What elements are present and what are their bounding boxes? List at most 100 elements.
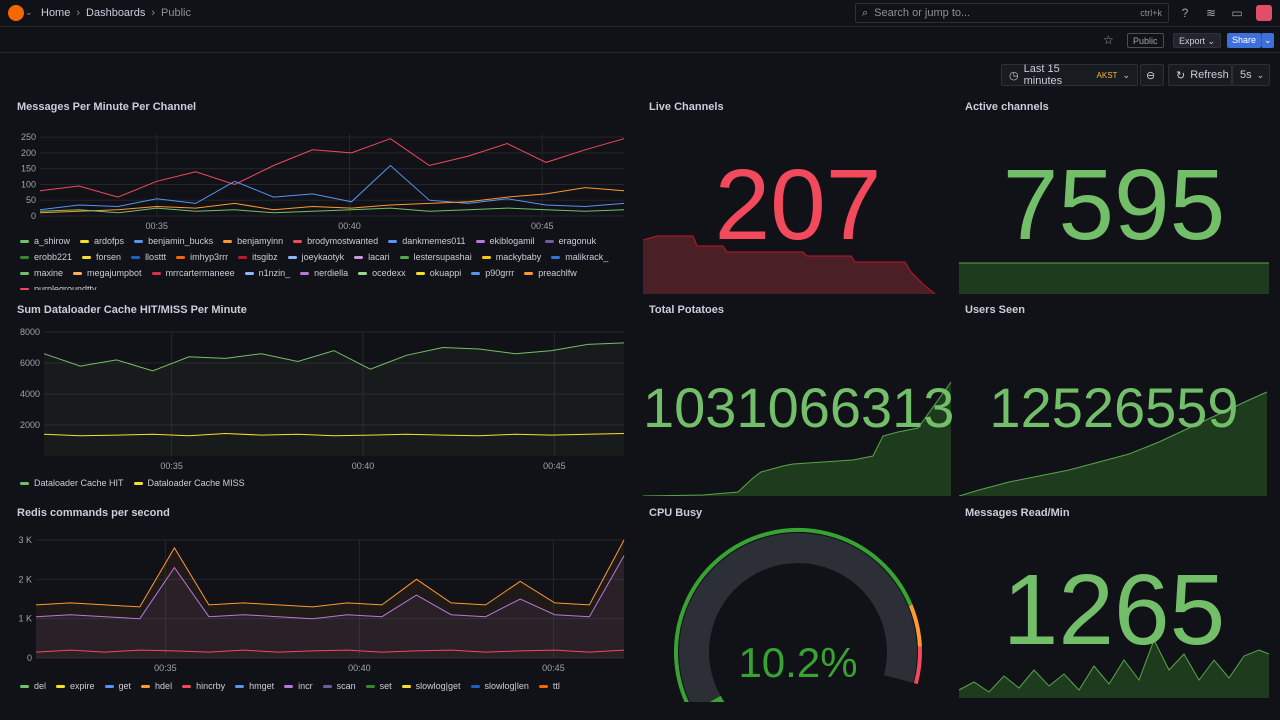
legend-label: hdel	[155, 681, 173, 691]
users-seen-title: Users Seen	[965, 304, 1025, 316]
legend-swatch	[284, 684, 294, 688]
legend-item[interactable]: nerdiella	[300, 268, 348, 278]
legend-item[interactable]: Dataloader Cache HIT	[20, 476, 124, 490]
legend-item[interactable]: benjamyinn	[223, 236, 283, 246]
share-dropdown-button[interactable]: ⌄	[1261, 33, 1274, 48]
legend-swatch	[365, 684, 375, 688]
breadcrumb-separator-icon: ›	[151, 7, 156, 19]
series-line-expire	[35, 539, 625, 608]
legend-item[interactable]: eragonuk	[544, 236, 596, 246]
search-input[interactable]: ⌕ Search or jump to... ctrl+k	[855, 3, 1169, 23]
legend-item[interactable]: get	[104, 679, 131, 693]
time-range-label: Last 15 minutes	[1023, 63, 1063, 87]
legend-label: forsen	[96, 252, 122, 262]
chevron-down-icon[interactable]: ⌄	[25, 7, 33, 17]
legend-item[interactable]: p90grrr	[471, 268, 514, 278]
redis-legend: del expire get hdel hincrby hmget incr scan set s…	[20, 679, 620, 693]
legend-item[interactable]: lestersupashai	[399, 252, 472, 262]
legend-label: del	[34, 681, 47, 691]
legend-label: mrrcartermaneee	[165, 268, 235, 278]
legend-item[interactable]: mackybaby	[481, 252, 541, 262]
messages-legend: a_shirow ardofps benjamin_bucks benjamyinn b…	[20, 236, 620, 290]
legend-item[interactable]: ekiblogamil	[475, 236, 535, 246]
series-line-a-shirow	[39, 207, 625, 214]
legend-item[interactable]: megajumpbot	[73, 268, 142, 278]
legend-swatch	[73, 271, 83, 275]
legend-label: incr	[298, 681, 313, 691]
legend-item[interactable]: ardofps	[80, 236, 124, 246]
legend-item[interactable]: hmget	[235, 679, 274, 693]
legend-swatch	[551, 255, 561, 259]
time-range-picker[interactable]: ◷ Last 15 minutes AKST ⌄	[1001, 63, 1138, 87]
legend-swatch	[471, 271, 481, 275]
refresh-interval-select[interactable]: 5s ⌄	[1232, 64, 1270, 86]
legend-swatch	[151, 271, 161, 275]
legend-item[interactable]: malikrack_	[551, 252, 608, 262]
search-icon: ⌕	[862, 6, 869, 19]
legend-item[interactable]: a_shirow	[20, 236, 70, 246]
legend-item[interactable]: itsgibz	[238, 252, 278, 262]
y-tick-label: 8000	[20, 327, 40, 337]
legend-item[interactable]: n1nzin_	[244, 268, 290, 278]
legend-item[interactable]: preachlfw	[524, 268, 577, 278]
series-line-dataloader-cache-hit	[43, 342, 625, 372]
messages-panel-title: Messages Per Minute Per Channel	[17, 101, 197, 113]
legend-item[interactable]: maxine	[20, 268, 63, 278]
legend-item[interactable]: erobb221	[20, 252, 72, 262]
messages-chart[interactable]: 0 50 100 150 200 250 00:35 00:40 00:45	[10, 128, 630, 232]
legend-swatch	[80, 239, 90, 243]
news-icon[interactable]: ≋	[1205, 6, 1217, 20]
legend-label: dankmemes011	[402, 236, 466, 246]
refresh-button[interactable]: ↻ Refresh	[1168, 64, 1232, 86]
star-icon[interactable]: ☆	[1103, 33, 1114, 47]
legend-item[interactable]: ttl	[538, 679, 560, 693]
series-area	[44, 342, 624, 456]
legend-item[interactable]: joeykaotyk	[287, 252, 344, 262]
legend-item[interactable]: incr	[284, 679, 313, 693]
legend-swatch	[475, 239, 485, 243]
kiosk-icon[interactable]: ▭	[1231, 6, 1243, 20]
legend-item[interactable]: del	[20, 679, 46, 693]
grafana-logo-icon[interactable]	[8, 5, 24, 21]
legend-item[interactable]: scan	[322, 679, 356, 693]
breadcrumb-dashboards[interactable]: Dashboards	[86, 7, 146, 19]
legend-item[interactable]: lacari	[354, 252, 390, 262]
legend-item[interactable]: imhyp3rrr	[176, 252, 228, 262]
legend-item[interactable]: ocedexx	[358, 268, 406, 278]
legend-item[interactable]: set	[365, 679, 392, 693]
y-tick-label: 3 K	[18, 535, 32, 545]
legend-item[interactable]: hdel	[141, 679, 172, 693]
chevron-down-icon: ⌄	[1256, 69, 1265, 80]
top-bar: ⌄ Home › Dashboards › Public ⌕ Search or…	[0, 0, 1280, 27]
legend-swatch	[104, 684, 114, 688]
dataloader-chart[interactable]: 2000 4000 6000 8000 00:35 00:40 00:45	[10, 326, 630, 472]
legend-item[interactable]: okuappi	[415, 268, 461, 278]
legend-item[interactable]: slowlog|len	[470, 679, 529, 693]
legend-swatch	[82, 255, 92, 259]
legend-item[interactable]: forsen	[82, 252, 121, 262]
legend-item[interactable]: Dataloader Cache MISS	[133, 476, 245, 490]
legend-item[interactable]: expire	[56, 679, 95, 693]
legend-item[interactable]: llosttt	[131, 252, 166, 262]
legend-item[interactable]: dankmemes011	[388, 236, 466, 246]
legend-item[interactable]: slowlog|get	[401, 679, 461, 693]
export-button[interactable]: Export ⌄	[1173, 33, 1222, 48]
legend-item[interactable]: hincrby	[182, 679, 225, 693]
avatar[interactable]	[1256, 5, 1272, 21]
zoom-out-button[interactable]: ⊖	[1140, 64, 1164, 86]
dashboard-toolbar	[0, 28, 1280, 53]
legend-label: scan	[336, 681, 356, 691]
breadcrumb-home[interactable]: Home	[41, 7, 71, 19]
legend-item[interactable]: brodymostwanted	[293, 236, 378, 246]
y-tick-label: 4000	[20, 389, 40, 399]
legend-item[interactable]: benjamin_bucks	[134, 236, 213, 246]
legend-label: lacari	[368, 252, 390, 262]
legend-swatch	[538, 684, 548, 688]
help-icon[interactable]: ?	[1181, 6, 1189, 20]
legend-item[interactable]: purplegroundttv	[20, 284, 97, 290]
active-channels-value: 7595	[1002, 149, 1226, 261]
total-potatoes-title: Total Potatoes	[649, 304, 724, 316]
legend-item[interactable]: mrrcartermaneee	[151, 268, 235, 278]
redis-chart[interactable]: 0 1 K 2 K 3 K 00:35 00:40 00:45	[10, 534, 630, 674]
share-button[interactable]: Share	[1227, 33, 1262, 48]
